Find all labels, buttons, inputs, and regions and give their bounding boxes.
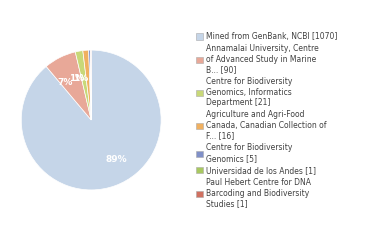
Wedge shape xyxy=(90,50,91,120)
Text: 7%: 7% xyxy=(57,78,73,87)
Legend: Mined from GenBank, NCBI [1070], Annamalai University, Centre
of Advanced Study : Mined from GenBank, NCBI [1070], Annamal… xyxy=(196,32,338,208)
Wedge shape xyxy=(21,50,161,190)
Text: 1%: 1% xyxy=(73,74,88,83)
Wedge shape xyxy=(75,51,91,120)
Wedge shape xyxy=(46,52,91,120)
Text: 89%: 89% xyxy=(106,155,127,164)
Wedge shape xyxy=(89,50,91,120)
Text: 1%: 1% xyxy=(69,74,84,83)
Wedge shape xyxy=(83,50,91,120)
